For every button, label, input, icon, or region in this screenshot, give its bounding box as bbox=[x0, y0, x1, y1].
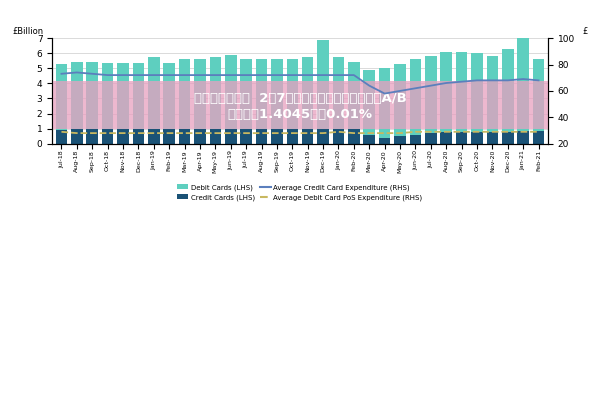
Bar bbox=[364, 70, 375, 135]
Bar bbox=[348, 129, 359, 144]
Bar bbox=[333, 57, 344, 129]
Bar bbox=[102, 129, 113, 144]
Bar bbox=[379, 138, 391, 144]
Bar bbox=[302, 57, 313, 129]
Bar bbox=[225, 129, 236, 144]
Bar bbox=[302, 129, 313, 144]
Bar bbox=[456, 132, 467, 144]
Bar bbox=[287, 129, 298, 144]
Bar bbox=[117, 129, 129, 144]
Bar bbox=[86, 62, 98, 129]
Bar bbox=[471, 132, 483, 144]
Text: £Billion: £Billion bbox=[13, 27, 44, 36]
Bar bbox=[117, 63, 129, 129]
Bar bbox=[317, 40, 329, 129]
Bar bbox=[225, 56, 236, 129]
Bar bbox=[317, 129, 329, 144]
Bar bbox=[209, 57, 221, 129]
Bar bbox=[394, 136, 406, 144]
Bar bbox=[102, 63, 113, 129]
Bar bbox=[502, 132, 514, 144]
Bar bbox=[148, 57, 160, 129]
Legend: Debit Cards (LHS), Credit Cards (LHS), Average Credit Card Expenditure (RHS), Av: Debit Cards (LHS), Credit Cards (LHS), A… bbox=[175, 181, 425, 204]
Text: 最新净值1.4045，涨0.01%: 最新净值1.4045，涨0.01% bbox=[227, 108, 373, 121]
Bar bbox=[56, 64, 67, 130]
Bar bbox=[179, 58, 190, 129]
Bar bbox=[502, 49, 514, 132]
Bar bbox=[487, 132, 498, 144]
Bar bbox=[271, 58, 283, 129]
Bar bbox=[256, 58, 267, 129]
FancyBboxPatch shape bbox=[52, 81, 548, 128]
Bar bbox=[86, 129, 98, 144]
Bar bbox=[410, 59, 421, 135]
Bar bbox=[348, 62, 359, 129]
Bar bbox=[333, 129, 344, 144]
Bar bbox=[71, 129, 83, 144]
Bar bbox=[487, 56, 498, 132]
Bar bbox=[517, 131, 529, 144]
Bar bbox=[533, 58, 544, 131]
Bar bbox=[209, 129, 221, 144]
Bar bbox=[194, 58, 206, 129]
Bar bbox=[179, 129, 190, 144]
Bar bbox=[471, 53, 483, 132]
Bar bbox=[533, 131, 544, 144]
Bar bbox=[241, 129, 252, 144]
Bar bbox=[456, 52, 467, 132]
Text: 最好的配资线上  2月7日基金净值：融通增益债券A/B: 最好的配资线上 2月7日基金净值：融通增益债券A/B bbox=[194, 92, 406, 105]
Bar bbox=[425, 56, 437, 133]
Bar bbox=[163, 63, 175, 129]
Bar bbox=[163, 129, 175, 144]
Bar bbox=[425, 133, 437, 144]
Bar bbox=[379, 68, 391, 138]
Bar bbox=[364, 135, 375, 144]
Bar bbox=[256, 129, 267, 144]
Bar bbox=[148, 129, 160, 144]
Bar bbox=[394, 64, 406, 136]
Bar bbox=[194, 129, 206, 144]
Bar bbox=[241, 58, 252, 129]
Bar bbox=[271, 129, 283, 144]
Bar bbox=[56, 130, 67, 144]
Bar bbox=[287, 58, 298, 129]
Bar bbox=[440, 132, 452, 144]
Bar bbox=[517, 33, 529, 131]
Bar bbox=[71, 62, 83, 129]
Bar bbox=[133, 63, 144, 129]
Bar bbox=[440, 52, 452, 132]
Bar bbox=[410, 135, 421, 144]
Bar bbox=[133, 129, 144, 144]
Text: £: £ bbox=[582, 27, 587, 36]
